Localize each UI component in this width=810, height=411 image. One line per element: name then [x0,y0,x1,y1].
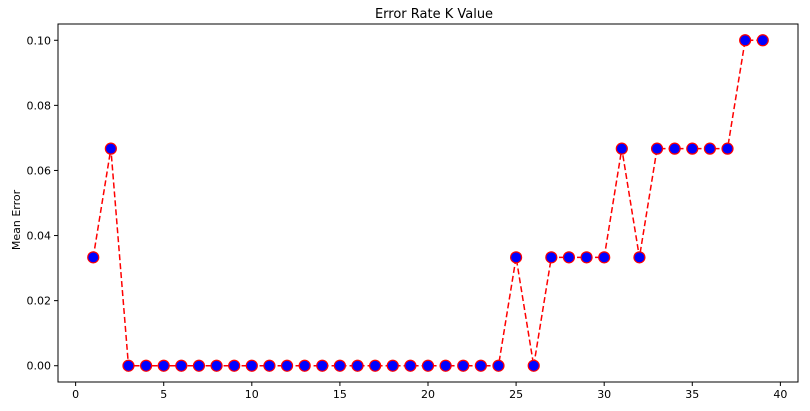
series-layer [87,34,769,372]
x-tick-label: 0 [72,388,79,401]
data-point [492,359,505,372]
data-point [562,251,576,264]
data-point [598,251,611,264]
data-point [703,142,717,155]
data-point [157,359,170,372]
data-point [756,34,769,47]
data-point [245,359,258,372]
data-point [386,359,399,372]
chart-title: Error Rate K Value [375,7,493,22]
data-point [527,359,540,372]
data-point [122,359,135,372]
data-point [474,359,487,372]
data-point [509,251,523,264]
data-point [351,359,364,372]
y-tick-label: 0.02 [27,295,52,308]
data-point [192,359,206,372]
data-point [333,359,347,372]
data-point [316,359,329,372]
x-tick-label: 35 [685,388,699,401]
data-point [175,359,188,372]
data-point [369,359,382,372]
data-point [739,34,752,47]
data-point [457,359,470,372]
data-point [615,142,628,155]
y-axis-label: Mean Error [10,189,23,250]
data-point [139,359,153,372]
data-point [721,142,734,155]
data-point [439,359,452,372]
axis-ticks: 0 5 10 15 20 25 30 35 40 0.00 0.02 0.04 0.06 0.08 0.10 [27,34,788,401]
data-point [545,251,558,264]
data-point [87,251,100,264]
data-point [280,359,294,372]
data-point [421,359,435,372]
data-point [580,251,593,264]
data-point [263,359,276,372]
y-tick-label: 0.08 [27,99,52,112]
y-tick-label: 0.06 [27,164,52,177]
series-line [92,39,763,367]
x-tick-label: 15 [333,388,347,401]
x-tick-label: 10 [245,388,259,401]
y-tick-label: 0.00 [27,360,52,373]
data-point [210,359,223,372]
x-tick-label: 20 [421,388,435,401]
x-tick-label: 5 [160,388,167,401]
data-point [404,359,417,372]
data-point [298,359,311,372]
data-point [686,142,699,155]
y-tick-label: 0.10 [27,34,52,47]
x-tick-label: 25 [509,388,523,401]
data-point [650,142,664,155]
plot-frame [57,23,799,383]
data-point [104,142,117,155]
data-point [633,251,646,264]
x-tick-label: 40 [773,388,787,401]
data-point [228,359,241,372]
y-tick-label: 0.04 [27,230,52,243]
x-tick-label: 30 [597,388,611,401]
data-point [668,142,681,155]
